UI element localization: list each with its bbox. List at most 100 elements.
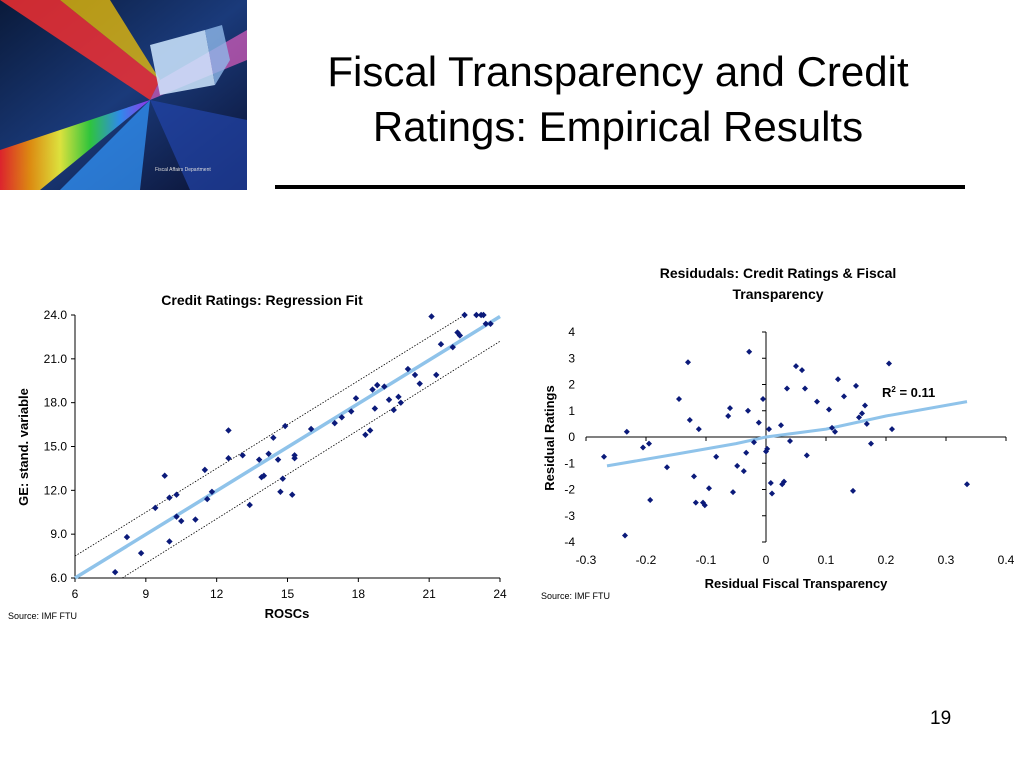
- chart2-data-point: [692, 499, 699, 506]
- chart1-y-tick-label: 21.0: [44, 352, 68, 366]
- chart1-data-point: [291, 452, 298, 459]
- chart2-y-tick-label: -3: [564, 509, 575, 523]
- title-underline: [275, 185, 965, 189]
- chart2-data-point: [814, 398, 820, 405]
- chart2-trend-line: [606, 400, 968, 468]
- chart2-fit-lines: [606, 400, 968, 468]
- chart1-x-tick-labels: 6 9 12 15 18 21 24: [72, 587, 507, 601]
- chart2-r-squared-annotation: R2 = 0.11: [882, 385, 935, 400]
- chart1-y-tick-labels: 6.0 9.0 12.0 15.0 18.0 21.0 24.0: [44, 308, 68, 585]
- chart2-data-point: [841, 393, 847, 400]
- chart2-y-tick-label: -1: [564, 456, 575, 470]
- chart1-data-point: [279, 475, 286, 482]
- chart2-data-point: [793, 363, 799, 370]
- chart1-data-point: [281, 422, 289, 430]
- chart2-points: [601, 348, 970, 539]
- chart2-data-point: [886, 360, 892, 367]
- regression-fit-chart: Credit Ratings: Regression Fit 6 9 12 15 18 2…: [8, 292, 507, 621]
- chart2-data-point: [856, 414, 862, 421]
- chart1-data-point: [260, 472, 268, 479]
- chart1-y-tick-label: 9.0: [50, 527, 67, 541]
- r-squared-value: = 0.11: [896, 385, 935, 400]
- chart2-data-point: [853, 382, 859, 389]
- chart2-data-point: [647, 497, 654, 503]
- chart1-data-point: [411, 371, 419, 379]
- chart1-data-point: [428, 313, 435, 320]
- chart2-x-axis-label: Residual Fiscal Transparency: [705, 576, 889, 591]
- chart1-data-point: [123, 533, 131, 541]
- chart2-title-line-1: Residudals: Credit Ratings & Fiscal: [660, 265, 897, 281]
- chart2-x-tick-label: 0.2: [878, 553, 895, 567]
- chart2-data-point: [829, 424, 835, 431]
- chart2-data-point: [695, 426, 702, 433]
- chart2-data-point: [713, 453, 720, 460]
- chart1-y-tick-label: 12.0: [44, 483, 68, 497]
- chart1-x-tick-label: 15: [281, 587, 295, 601]
- chart2-data-point: [850, 487, 856, 494]
- chart1-data-point: [416, 380, 423, 387]
- chart1-y-tick-label: 15.0: [44, 440, 68, 454]
- chart2-data-point: [623, 428, 630, 435]
- chart2-x-tick-label: 0.1: [818, 553, 835, 567]
- chart2-data-point: [826, 406, 832, 413]
- logo-caption: Fiscal Affairs Department: [155, 167, 211, 173]
- chart2-x-tick-label: 0.4: [998, 553, 1015, 567]
- chart1-y-tick-label: 24.0: [44, 308, 68, 322]
- chart1-data-point: [381, 383, 388, 390]
- chart1-fit-lines: [74, 314, 501, 580]
- chart2-y-tick-label: 0: [568, 430, 575, 444]
- chart2-data-point: [727, 405, 733, 412]
- chart2-data-point: [743, 449, 750, 456]
- chart2-y-tick-label: 2: [568, 378, 575, 392]
- chart2-data-point: [862, 402, 868, 409]
- chart2-y-tick-label: 1: [568, 404, 575, 418]
- chart1-data-point: [225, 427, 232, 434]
- chart1-x-tick-label: 6: [72, 587, 79, 601]
- chart2-data-point: [746, 348, 753, 355]
- chart1-data-point: [397, 399, 405, 406]
- chart1-data-point: [352, 395, 360, 402]
- chart1-data-point: [173, 491, 180, 498]
- chart2-data-point: [787, 437, 793, 444]
- chart1-data-point: [111, 568, 119, 576]
- chart2-x-tick-label: -0.1: [696, 553, 717, 567]
- chart1-points: [111, 311, 494, 576]
- chart1-data-point: [456, 332, 464, 339]
- chart1-data-point: [454, 329, 461, 336]
- chart1-source: Source: IMF FTU: [8, 611, 77, 621]
- slide-title-line-2: Ratings: Empirical Results: [372, 103, 864, 150]
- chart1-data-point: [161, 472, 168, 479]
- chart2-x-tick-labels: -0.3 -0.2 -0.1 0 0.1 0.2 0.3 0.4: [576, 553, 1015, 567]
- chart1-data-point: [437, 341, 445, 348]
- chart2-data-point: [832, 428, 838, 435]
- chart2-data-point: [740, 468, 747, 475]
- residuals-chart: Residudals: Credit Ratings & Fiscal Tran…: [541, 265, 1015, 601]
- r-squared-exponent: 2: [891, 385, 896, 394]
- chart1-y-tick-label: 18.0: [44, 396, 68, 410]
- chart1-data-point: [433, 371, 440, 379]
- page-number: 19: [930, 708, 952, 729]
- chart2-data-point: [676, 395, 682, 402]
- chart2-data-point: [781, 478, 787, 485]
- chart2-y-tick-label: 4: [568, 325, 575, 339]
- chart2-data-point: [799, 367, 805, 374]
- chart1-x-axis-label: ROSCs: [265, 606, 310, 621]
- chart1-title: Credit Ratings: Regression Fit: [161, 292, 363, 308]
- chart1-y-axis-label: GE: stand. variable: [16, 388, 31, 506]
- chart2-data-point: [706, 485, 712, 492]
- chart1-data-point: [369, 386, 376, 393]
- chart2-x-tick-label: 0.3: [938, 553, 955, 567]
- chart2-data-point: [725, 413, 732, 419]
- chart2-data-point: [803, 452, 810, 459]
- chart1-data-point: [277, 488, 284, 495]
- chart1-data-point: [225, 454, 232, 462]
- chart2-data-point: [640, 444, 646, 451]
- chart1-axes: [71, 314, 501, 582]
- chart1-data-point: [385, 396, 393, 403]
- chart2-data-point: [622, 532, 628, 539]
- chart2-data-point: [889, 426, 895, 433]
- chart1-data-point: [461, 311, 468, 319]
- chart2-data-point: [751, 439, 757, 446]
- chart2-data-point: [868, 440, 874, 447]
- chart1-data-point: [487, 320, 494, 327]
